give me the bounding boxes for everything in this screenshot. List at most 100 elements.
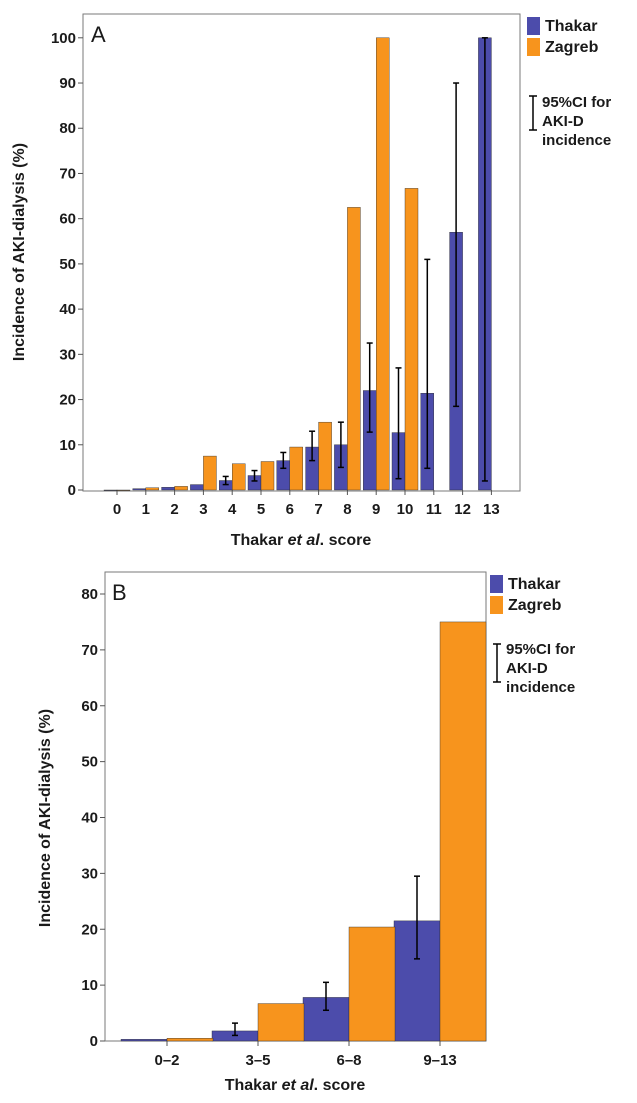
panel-b-bar-zagreb xyxy=(439,621,487,1042)
panel-a-y-tick-label: 40 xyxy=(59,301,76,318)
panel-b-legend-ci-line-2: AKI-D xyxy=(506,660,548,677)
panel-a-x-title-part-1: Thakar xyxy=(231,532,288,549)
panel-a-y-tick-label: 80 xyxy=(59,120,76,137)
panel-a-x-title-part-3: . score xyxy=(320,532,372,549)
panel-a-y-tick-label: 50 xyxy=(59,256,76,273)
panel-a-y-axis: 0 10 20 30 40 50 60 70 80 90 100 xyxy=(51,30,83,499)
panel-b-x-title-part-2: et al xyxy=(282,1077,315,1094)
panel-a-y-axis-title: Incidence of AKI-dialysis (%) xyxy=(11,143,28,361)
panel-a-bar-zagreb xyxy=(376,37,390,491)
panel-b-legend: Thakar Zagreb 95%CI for AKI-D incidence xyxy=(490,575,575,696)
panel-a-y-tick-label: 100 xyxy=(51,30,76,47)
panel-a-x-tick-label: 9 xyxy=(372,501,380,518)
panel-a-y-tick-label: 10 xyxy=(59,437,76,454)
panel-a-error-bar xyxy=(280,451,287,470)
panel-a-error-bars xyxy=(222,37,488,486)
panel-b-x-tick-label: 9–13 xyxy=(423,1052,456,1069)
panel-a-bar-thakar xyxy=(190,484,204,491)
panel-b-legend-label-zagreb: Zagreb xyxy=(508,597,562,614)
panel-a-error-bar xyxy=(453,82,460,408)
panel-b-legend-ci-line-1: 95%CI for xyxy=(506,641,575,658)
panel-a-bar-zagreb xyxy=(116,489,131,491)
panel-b-y-axis: 0 10 20 30 40 50 60 70 80 xyxy=(81,586,105,1050)
panel-b-y-tick-label: 10 xyxy=(81,977,98,994)
panel-a-y-tick-label: 60 xyxy=(59,211,76,228)
panel-a-error-bar xyxy=(481,37,488,482)
panel-b-error-bar xyxy=(232,1022,238,1037)
panel-a-x-tick-label: 12 xyxy=(454,501,471,518)
panel-b-error-bar xyxy=(323,981,329,1012)
panel-a-bar-thakar xyxy=(132,488,147,491)
panel-b: B 0 10 20 30 40 50 60 70 80 0–2 3–5 6–8 9–13 Incide… xyxy=(37,571,575,1094)
panel-a-bar-zagreb xyxy=(203,455,217,491)
panel-a-bar-zagreb xyxy=(174,486,188,491)
panel-b-y-tick-label: 20 xyxy=(81,921,98,938)
panel-a-legend-swatch-zagreb xyxy=(527,38,540,56)
panel-a-legend-ci-line-1: 95%CI for xyxy=(542,94,611,111)
panel-b-y-tick-label: 50 xyxy=(81,754,98,771)
panel-a-bar-zagreb xyxy=(289,446,303,491)
panel-b-bar-zagreb xyxy=(166,1038,214,1042)
panel-a-error-bar xyxy=(222,475,229,486)
panel-a-bar-zagreb xyxy=(347,207,361,491)
panel-a-legend-label-thakar: Thakar xyxy=(545,18,597,35)
panel-a-legend-label-zagreb: Zagreb xyxy=(545,39,599,56)
panel-a-bar-zagreb xyxy=(318,421,332,491)
panel-b-x-tick-label: 6–8 xyxy=(336,1052,361,1069)
panel-a-x-tick-label: 3 xyxy=(199,501,207,518)
panel-b-bar-thakar xyxy=(120,1039,168,1042)
panel-a-plot-frame xyxy=(82,13,521,492)
panel-a-x-tick-label: 8 xyxy=(343,501,351,518)
panel-b-y-tick-label: 0 xyxy=(90,1033,98,1050)
panel-a-x-title-part-2: et al xyxy=(288,532,321,549)
panel-a-x-tick-label: 7 xyxy=(314,501,322,518)
panel-a-error-bar xyxy=(251,469,258,482)
panel-b-x-tick-label: 3–5 xyxy=(245,1052,270,1069)
panel-a-x-tick-label: 0 xyxy=(113,501,121,518)
panel-b-legend-ci-symbol xyxy=(493,643,501,683)
panel-a-bar-zagreb xyxy=(231,463,246,491)
panel-a-x-tick-label: 11 xyxy=(426,501,442,518)
panel-a-bar-zagreb xyxy=(260,461,275,491)
panel-b-y-tick-label: 40 xyxy=(81,810,98,827)
panel-a-legend-ci-line-2: AKI-D xyxy=(542,113,584,130)
panel-b-y-tick-label: 60 xyxy=(81,698,98,715)
panel-a-y-tick-label: 90 xyxy=(59,75,76,92)
panel-a-x-tick-label: 6 xyxy=(286,501,294,518)
panel-a-error-bar xyxy=(309,430,316,462)
panel-a-legend-swatch-thakar xyxy=(527,17,540,35)
panel-b-bar-zagreb xyxy=(348,926,396,1042)
panel-a-legend-ci-line-3: incidence xyxy=(542,132,611,149)
panel-a-bar-thakar xyxy=(161,487,175,491)
panel-b-x-title-part-1: Thakar xyxy=(225,1077,282,1094)
panel-b-legend-label-thakar: Thakar xyxy=(508,576,560,593)
panel-a-x-tick-label: 5 xyxy=(257,501,265,518)
panel-a-y-tick-label: 30 xyxy=(59,346,76,363)
panel-b-y-tick-label: 70 xyxy=(81,642,98,659)
panel-b-legend-ci-line-3: incidence xyxy=(506,679,575,696)
panel-b-x-axis: 0–2 3–5 6–8 9–13 xyxy=(154,1041,457,1069)
panel-a-error-bar xyxy=(395,367,402,480)
panel-a-x-tick-label: 10 xyxy=(397,501,414,518)
panel-b-y-axis-title: Incidence of AKI-dialysis (%) xyxy=(37,709,54,927)
panel-a-y-tick-label: 20 xyxy=(59,392,76,409)
panel-a-legend-ci-symbol xyxy=(529,95,537,131)
panel-b-bars xyxy=(120,621,487,1042)
panel-b-y-tick-label: 30 xyxy=(81,865,98,882)
panel-a-bar-zagreb xyxy=(404,188,419,491)
panel-b-x-axis-title: Thakar et al. score xyxy=(225,1077,366,1094)
panel-b-y-tick-label: 80 xyxy=(81,586,98,603)
panel-b-x-tick-label: 0–2 xyxy=(154,1052,179,1069)
panel-a-bar-thakar xyxy=(103,489,118,491)
panel-a-error-bar xyxy=(337,421,344,469)
panel-b-error-bar xyxy=(414,875,420,960)
panel-a-legend: Thakar Zagreb 95%CI for AKI-D incidence xyxy=(527,17,611,149)
panel-b-legend-swatch-zagreb xyxy=(490,596,503,614)
panel-b-x-title-part-3: . score xyxy=(314,1077,366,1094)
panel-a-x-tick-label: 4 xyxy=(228,501,237,518)
panel-a-x-tick-label: 13 xyxy=(483,501,500,518)
panel-a-x-axis: 0 1 2 3 4 5 6 7 8 9 10 11 12 13 xyxy=(113,490,500,518)
